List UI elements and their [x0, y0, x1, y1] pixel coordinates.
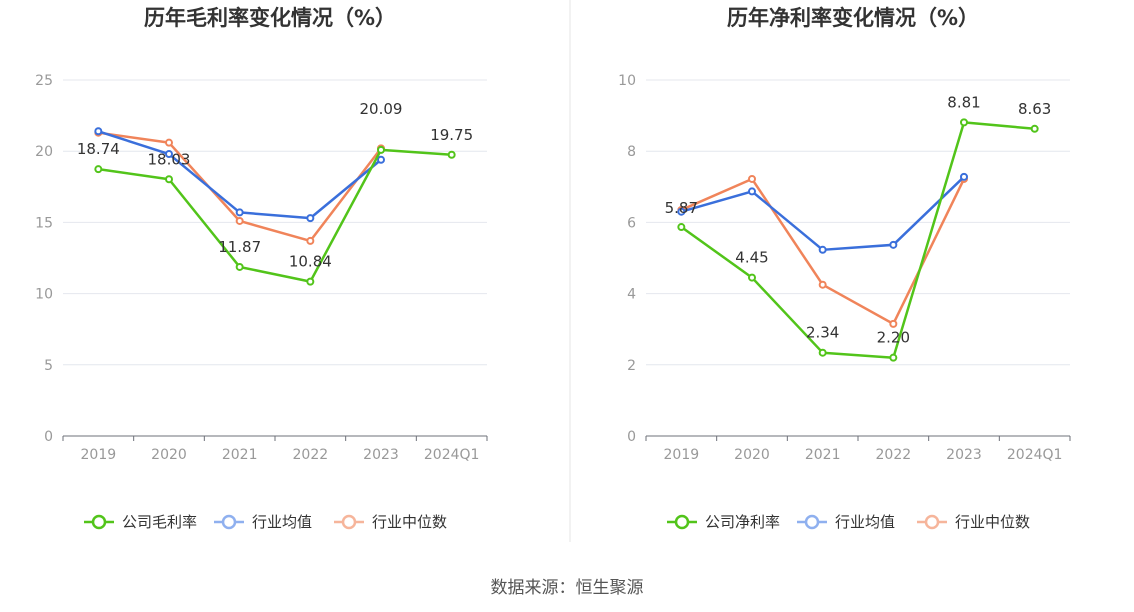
- data-label: 18.74: [77, 140, 120, 158]
- data-point: [306, 214, 315, 223]
- legend-item[interactable]: 行业均值: [214, 513, 312, 531]
- data-source-note: 数据来源：恒生聚源: [491, 578, 644, 598]
- data-label: 4.45: [735, 249, 768, 267]
- data-label: 19.75: [430, 126, 473, 144]
- legend-marker: [341, 514, 357, 530]
- data-point: [306, 277, 315, 286]
- data-point: [677, 207, 686, 216]
- net-margin-chart: 历年净利率变化情况（%） 0 2 4 6 8 10 2019 2020 2021 2022 2023 2…: [618, 6, 1071, 531]
- y-tick-label: 10: [618, 73, 636, 89]
- data-point: [235, 208, 244, 217]
- y-tick-label: 10: [35, 287, 53, 303]
- legend-label: 行业均值: [835, 513, 895, 531]
- y-tick-label: 6: [627, 215, 636, 231]
- chart-title: 历年毛利率变化情况（%）: [144, 6, 396, 30]
- data-point: [960, 118, 968, 127]
- data-point: [377, 145, 385, 154]
- data-point: [447, 150, 456, 159]
- legend-label: 行业均值: [252, 513, 312, 531]
- legend-item[interactable]: 行业均值: [797, 513, 895, 531]
- gross-margin-chart: 历年毛利率变化情况（%） 0 5 10 15 20 25 2019 2020 2021 2022 20…: [35, 6, 488, 531]
- data-label: 11.87: [218, 238, 261, 256]
- x-tick-label: 2019: [664, 447, 700, 463]
- legend-marker: [924, 514, 940, 530]
- x-tick-label: 2022: [876, 447, 912, 463]
- data-point: [165, 138, 173, 147]
- legend-label: 行业中位数: [372, 513, 447, 531]
- data-point: [889, 353, 898, 362]
- data-point: [960, 172, 968, 181]
- x-tick-label: 2024Q1: [1007, 447, 1063, 463]
- data-point: [748, 273, 756, 282]
- x-tick-label: 2022: [293, 447, 329, 463]
- data-point: [677, 223, 686, 232]
- legend-item[interactable]: 行业中位数: [917, 513, 1030, 531]
- legend-marker: [804, 514, 820, 530]
- series-line: [680, 121, 1035, 359]
- y-tick-label: 8: [627, 144, 636, 160]
- data-label: 5.87: [665, 199, 698, 217]
- y-tick-label: 0: [44, 429, 53, 445]
- x-tick-label: 2023: [946, 447, 982, 463]
- data-point: [1030, 124, 1039, 133]
- data-point: [235, 216, 244, 225]
- data-label: 2.34: [806, 324, 839, 342]
- data-label: 10.84: [289, 253, 332, 271]
- legend-marker: [91, 514, 107, 530]
- legend-marker: [674, 514, 690, 530]
- data-point: [818, 280, 827, 289]
- data-label: 2.20: [877, 329, 910, 347]
- y-tick-label: 2: [627, 358, 636, 374]
- x-tick-label: 2020: [151, 447, 187, 463]
- data-point: [818, 245, 827, 254]
- chart-title: 历年净利率变化情况（%）: [727, 6, 979, 30]
- y-tick-label: 15: [35, 215, 53, 231]
- data-point: [94, 165, 103, 174]
- data-point: [748, 187, 756, 196]
- data-point: [748, 174, 756, 183]
- data-label: 8.81: [947, 93, 980, 111]
- data-point: [165, 150, 173, 159]
- legend-label: 公司净利率: [705, 513, 780, 531]
- y-tick-label: 25: [35, 73, 53, 89]
- legend-marker: [221, 514, 237, 530]
- data-point: [377, 155, 385, 164]
- data-point: [889, 319, 898, 328]
- data-label: 20.09: [360, 100, 403, 118]
- data-point: [94, 127, 103, 136]
- data-point: [889, 240, 898, 249]
- x-tick-label: 2024Q1: [424, 447, 480, 463]
- x-tick-label: 2021: [222, 447, 258, 463]
- data-point: [818, 348, 827, 357]
- series-line: [680, 175, 965, 252]
- legend-item[interactable]: 公司毛利率: [84, 513, 197, 531]
- x-tick-label: 2021: [805, 447, 841, 463]
- data-point: [235, 262, 244, 271]
- legend-item[interactable]: 行业中位数: [334, 513, 447, 531]
- legend-item[interactable]: 公司净利率: [667, 513, 780, 531]
- data-label: 18.03: [148, 150, 191, 168]
- y-tick-label: 5: [44, 358, 53, 374]
- data-point: [306, 236, 315, 245]
- data-label: 8.63: [1018, 100, 1051, 118]
- x-tick-label: 2023: [363, 447, 399, 463]
- series-line: [98, 148, 452, 283]
- legend-label: 行业中位数: [955, 513, 1030, 531]
- y-tick-label: 0: [627, 429, 636, 445]
- x-tick-label: 2019: [81, 447, 117, 463]
- x-tick-label: 2020: [734, 447, 770, 463]
- legend-label: 公司毛利率: [122, 513, 197, 531]
- data-point: [165, 175, 173, 184]
- y-tick-label: 4: [627, 287, 636, 303]
- y-tick-label: 20: [35, 144, 53, 160]
